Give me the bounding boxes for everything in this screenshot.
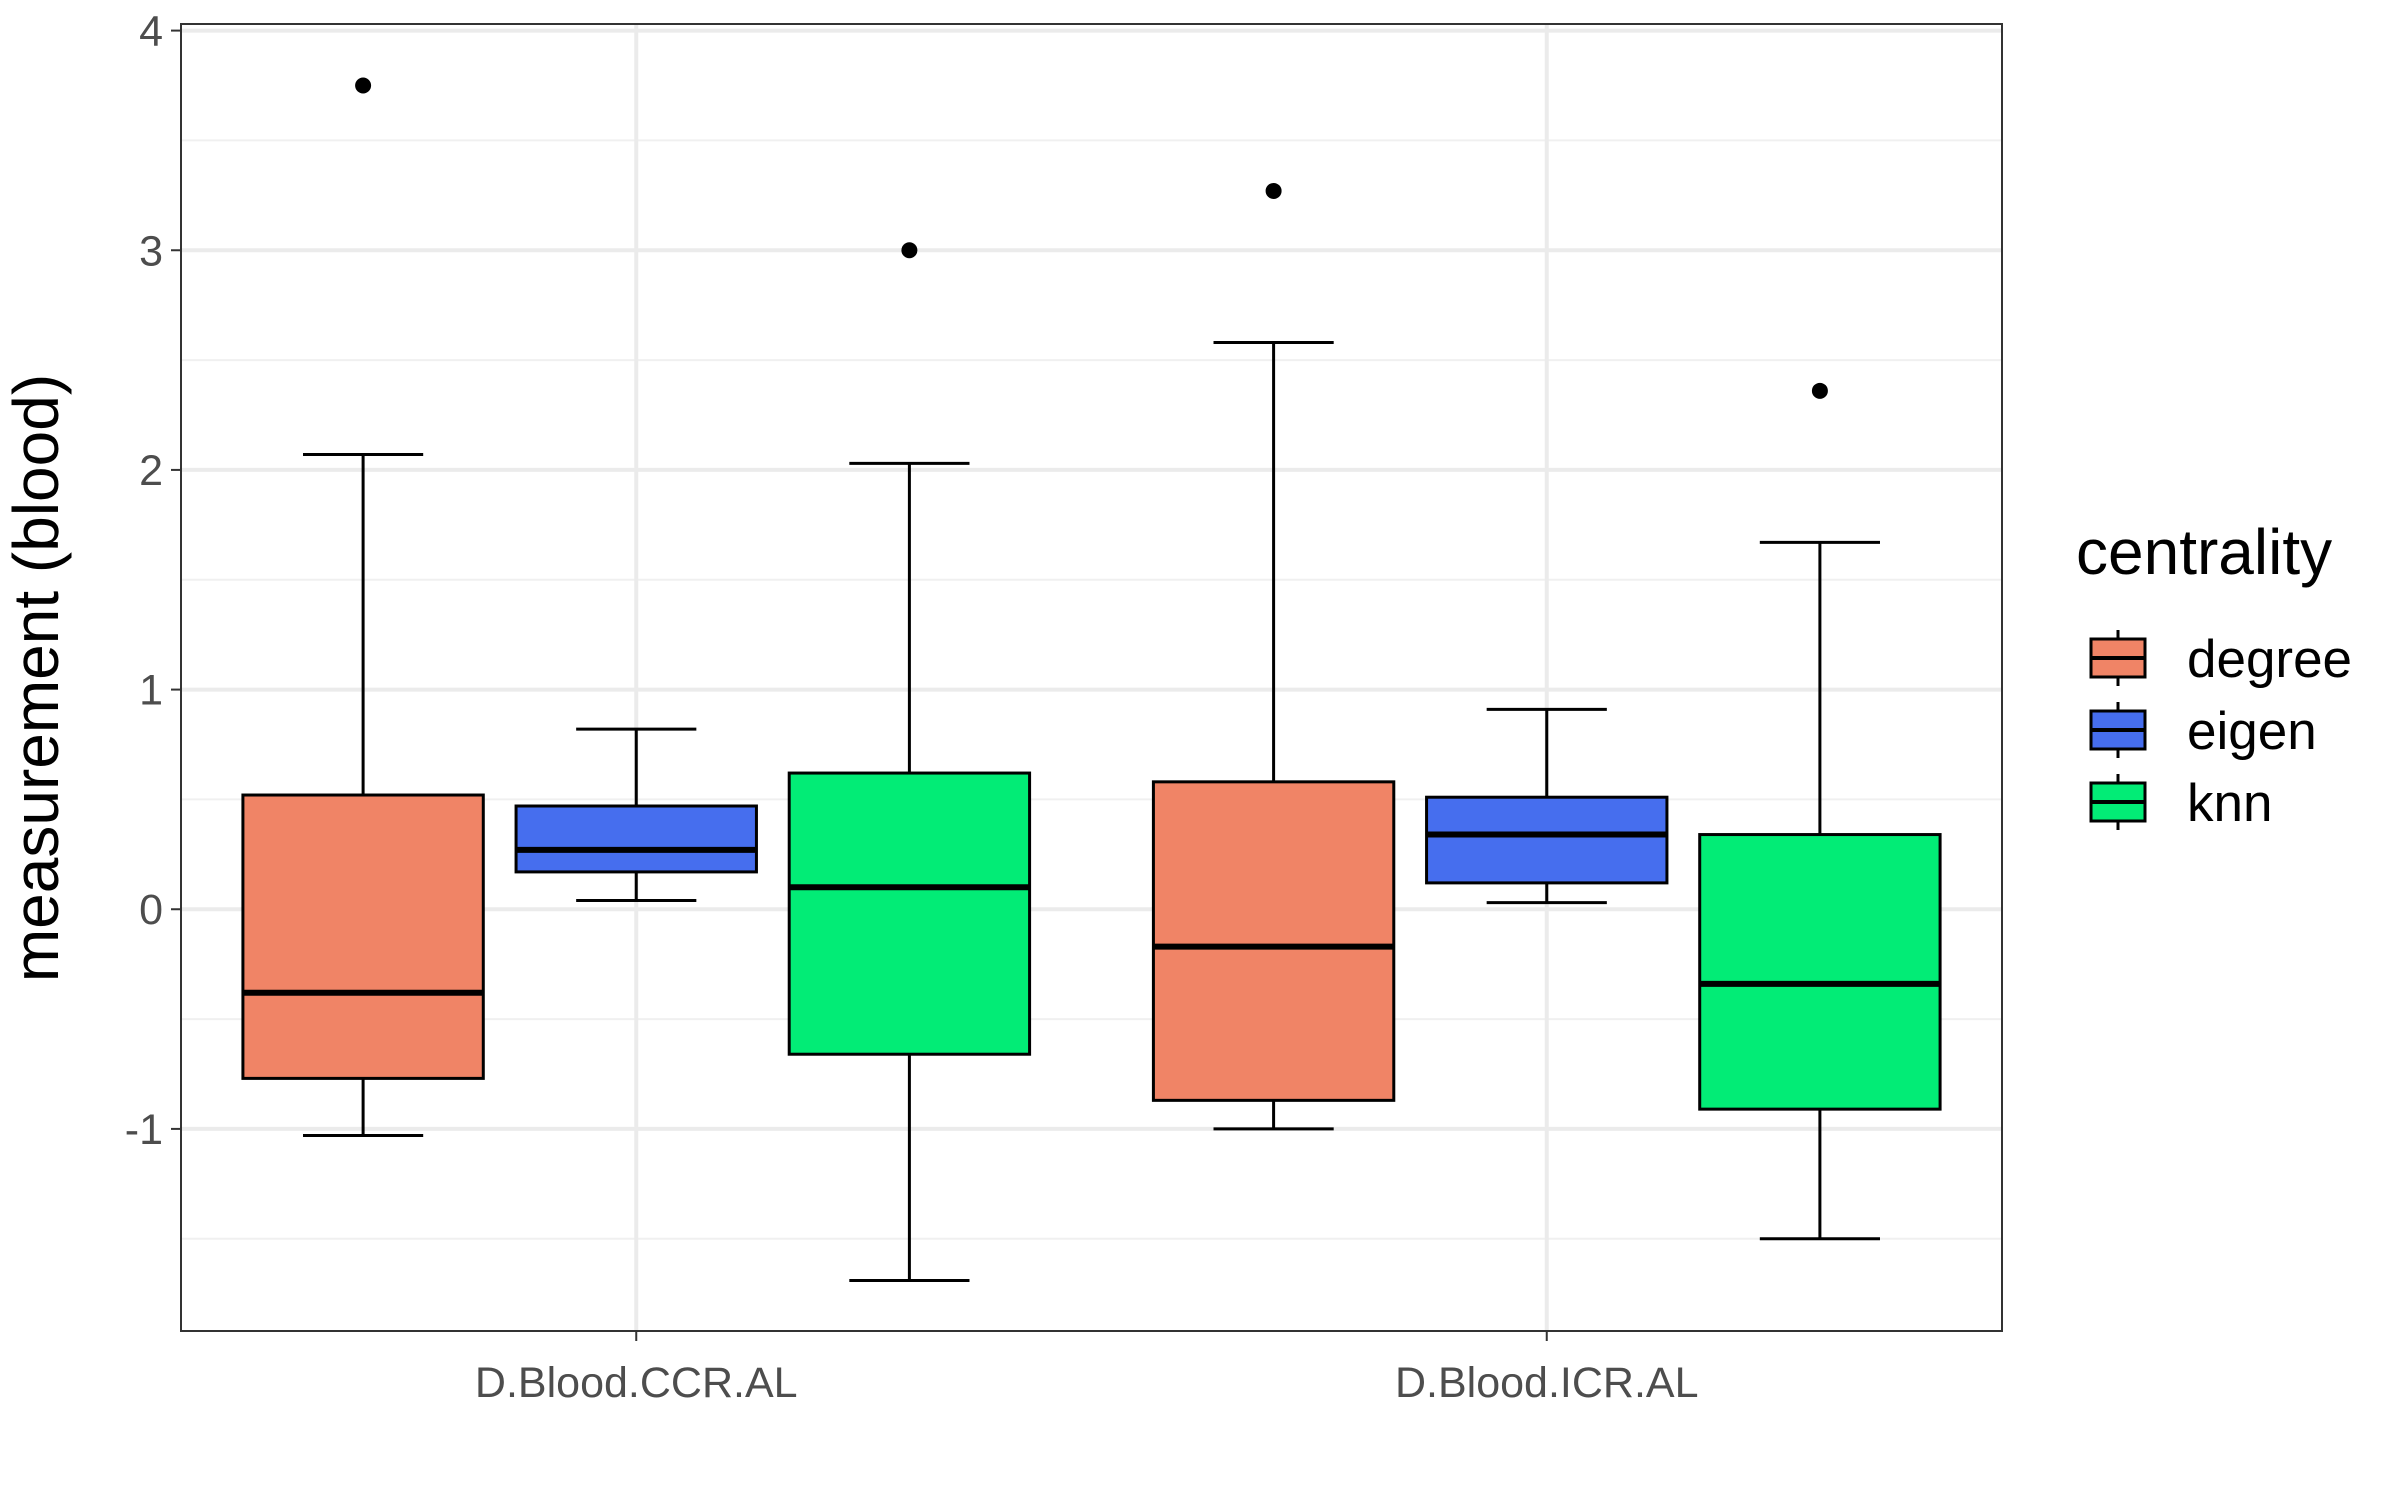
outlier-point: [1265, 182, 1282, 199]
box-iqr: [1425, 795, 1669, 885]
plot-panel: [180, 23, 2003, 1332]
legend-item-knn: knn: [2089, 774, 2272, 833]
box-degree-D.Blood.CCR.AL: [241, 77, 485, 1137]
box-eigen-D.Blood.CCR.AL: [514, 727, 758, 902]
box-iqr: [787, 771, 1032, 1056]
box-iqr: [1698, 833, 1942, 1111]
y-tick-label: 1: [139, 667, 163, 715]
outlier-point: [1811, 382, 1828, 399]
legend-items: degree eigen knn: [2089, 630, 2352, 833]
y-axis-title: measurement (blood): [0, 374, 72, 982]
box-iqr: [514, 804, 758, 874]
box-iqr: [1151, 780, 1396, 1102]
legend-item-eigen: eigen: [2089, 702, 2317, 761]
outlier-point: [901, 242, 918, 259]
box-knn-D.Blood.ICR.AL: [1698, 382, 1942, 1241]
legend: centrality degree eigen knn: [2076, 516, 2352, 833]
y-tick-label: 0: [139, 886, 163, 934]
box-groups: [241, 77, 1942, 1282]
legend-label: degree: [2187, 630, 2352, 689]
y-tick-label: -1: [125, 1106, 163, 1154]
x-tick-label: D.Blood.ICR.AL: [1395, 1359, 1699, 1407]
y-tick-label: 4: [139, 8, 163, 56]
outlier-point: [355, 77, 372, 94]
legend-title: centrality: [2076, 516, 2332, 588]
x-tick-label: D.Blood.CCR.AL: [475, 1359, 798, 1407]
x-axis: D.Blood.CCR.AL D.Blood.ICR.AL: [475, 1331, 1699, 1407]
y-axis: -1 0 1 2 3 4: [125, 8, 181, 1154]
panel-border: [180, 23, 2003, 1332]
y-tick-label: 2: [139, 447, 163, 495]
legend-label: knn: [2187, 774, 2272, 833]
y-tick-label: 3: [139, 227, 163, 275]
box-iqr: [241, 793, 485, 1080]
grid-lines: [181, 24, 2002, 1331]
box-eigen-D.Blood.ICR.AL: [1425, 707, 1669, 905]
legend-label: eigen: [2187, 702, 2317, 761]
box-degree-D.Blood.ICR.AL: [1151, 182, 1396, 1131]
legend-item-degree: degree: [2089, 630, 2352, 689]
box-knn-D.Blood.CCR.AL: [787, 242, 1032, 1282]
